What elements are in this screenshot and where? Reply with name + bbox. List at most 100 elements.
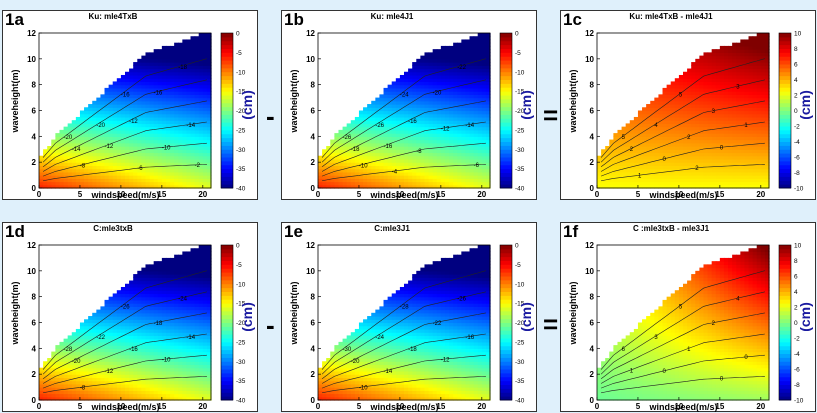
heat-cell: [465, 39, 470, 43]
colorbar-swatch: [779, 56, 791, 60]
colorbar-tick-label: 4: [794, 77, 798, 84]
heat-cell: [170, 46, 175, 50]
heat-cell: [375, 98, 380, 102]
colorbar-swatch: [221, 45, 233, 49]
y-tick-label: 4: [32, 132, 37, 141]
colorbar-swatch: [779, 130, 791, 134]
colorbar-swatch: [500, 68, 512, 72]
colorbar-swatch: [221, 138, 233, 142]
colorbar-swatch: [779, 149, 791, 153]
colorbar-swatch: [221, 80, 233, 84]
colorbar-swatch: [221, 41, 233, 45]
heat-cell: [338, 130, 343, 134]
heat-cell: [166, 46, 171, 50]
heat-cell: [675, 78, 680, 82]
heat-cell: [617, 130, 622, 134]
heat-cell: [64, 127, 69, 131]
colorbar-swatch: [500, 99, 512, 103]
heat-cell: [437, 49, 442, 53]
heat-cell: [363, 107, 368, 111]
heat-cell: [133, 62, 138, 66]
colorbar-swatch: [500, 45, 512, 49]
colorbar-swatch: [500, 33, 512, 37]
heat-cell: [732, 43, 737, 47]
colorbar-swatch: [500, 122, 512, 126]
contour-label: -12: [105, 144, 114, 150]
colorbar-swatch: [779, 180, 791, 184]
colorbar-swatch: [779, 87, 791, 91]
colorbar-swatch: [500, 118, 512, 122]
colorbar-swatch: [779, 138, 791, 142]
heat-cell: [347, 123, 352, 127]
colorbar-swatch: [779, 49, 791, 53]
colorbar-swatch: [500, 60, 512, 64]
contour-label: -16: [408, 119, 417, 125]
colorbar-swatch: [221, 149, 233, 153]
heat-cell: [416, 59, 421, 63]
heat-cell: [100, 306, 105, 310]
heat-cell: [76, 117, 81, 121]
colorbar-swatch: [779, 153, 791, 157]
colorbar-swatch: [500, 169, 512, 173]
heat-cell: [691, 62, 696, 66]
heat-cell: [51, 352, 56, 356]
heat-cell: [92, 101, 97, 105]
contour-label: -12: [129, 119, 138, 125]
contour-label: -14: [72, 147, 81, 153]
heat-cell: [634, 117, 639, 121]
colorbar-swatch: [500, 165, 512, 169]
colorbar-swatch: [221, 91, 233, 95]
heat-cell: [650, 101, 655, 105]
heat-cell: [203, 33, 208, 37]
heat-cell: [630, 120, 635, 124]
colorbar-swatch: [221, 126, 233, 130]
colorbar-swatch: [221, 107, 233, 111]
heat-cell: [355, 117, 360, 121]
contour-label: -12: [441, 126, 450, 132]
contour-label: -24: [400, 93, 409, 99]
x-tick-label: 0: [316, 190, 321, 199]
colorbar-tick-label: -30: [236, 147, 246, 154]
heat-cell: [457, 43, 462, 47]
colorbar-swatch: [221, 103, 233, 107]
heat-cell: [343, 127, 348, 131]
heat-cell: [68, 335, 73, 339]
heat-cell: [162, 46, 167, 50]
colorbar-swatch: [500, 83, 512, 87]
colorbar-swatch: [779, 76, 791, 80]
heat-cell: [392, 81, 397, 85]
colorbar-swatch: [500, 111, 512, 115]
heat-cell: [478, 33, 483, 37]
colorbar-swatch: [779, 111, 791, 115]
colorbar-tick-label: -35: [515, 166, 525, 173]
heat-cell: [141, 56, 146, 60]
contour-label: -16: [384, 144, 393, 150]
heat-cell: [740, 39, 745, 43]
colorbar-swatch: [779, 142, 791, 146]
colorbar-tick-label: -25: [236, 127, 246, 134]
y-tick-label: 8: [32, 81, 37, 90]
colorbar-swatch: [779, 107, 791, 111]
colorbar-swatch: [779, 37, 791, 41]
heat-cell: [334, 133, 339, 137]
y-tick-label: 4: [590, 132, 595, 141]
colorbar-swatch: [779, 176, 791, 180]
colorbar-swatch: [500, 56, 512, 60]
colorbar-swatch: [500, 134, 512, 138]
x-tick-label: 0: [595, 190, 600, 199]
colorbar-swatch: [500, 114, 512, 118]
heat-cell: [654, 98, 659, 102]
colorbar-swatch: [779, 41, 791, 45]
colorbar-tick-label: 8: [794, 46, 798, 53]
colorbar-swatch: [500, 145, 512, 149]
colorbar-tick-label: 0: [236, 31, 240, 38]
heat-cell: [154, 49, 159, 53]
heat-cell: [658, 94, 663, 98]
heat-cell: [121, 75, 126, 79]
heat-cell: [757, 33, 762, 37]
heat-cell: [80, 323, 85, 327]
